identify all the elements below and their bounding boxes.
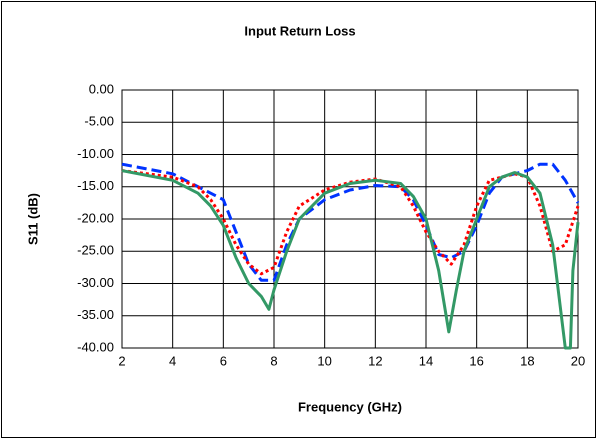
x-tick-label: 8 — [270, 353, 277, 368]
series-line — [121, 169, 580, 276]
x-tick-label: 6 — [220, 353, 227, 368]
y-tick-label: -35.00 — [77, 307, 114, 322]
series-line — [121, 162, 580, 282]
x-tick-label: 18 — [520, 353, 534, 368]
y-tick-label: -20.00 — [77, 210, 114, 225]
x-tick-label: 2 — [118, 353, 125, 368]
x-tick-label: 4 — [169, 353, 176, 368]
x-tick-label: 12 — [368, 353, 382, 368]
y-tick-label: -5.00 — [84, 114, 114, 129]
y-tick-label: 0.00 — [89, 81, 114, 96]
y-tick-label: -15.00 — [77, 178, 114, 193]
y-tick-label: -25.00 — [77, 243, 114, 258]
y-tick-label: -30.00 — [77, 275, 114, 290]
x-axis-title: Frequency (GHz) — [298, 399, 402, 414]
y-axis-title: S11 (dB) — [25, 193, 40, 245]
x-tick-label: 16 — [469, 353, 483, 368]
series-line — [121, 169, 580, 350]
y-tick-label: -10.00 — [77, 146, 114, 161]
y-tick-label: -40.00 — [77, 339, 114, 354]
chart-title: Input Return Loss — [244, 23, 355, 38]
x-tick-label: 20 — [571, 353, 585, 368]
x-tick-label: 14 — [419, 353, 433, 368]
x-tick-label: 10 — [317, 353, 331, 368]
